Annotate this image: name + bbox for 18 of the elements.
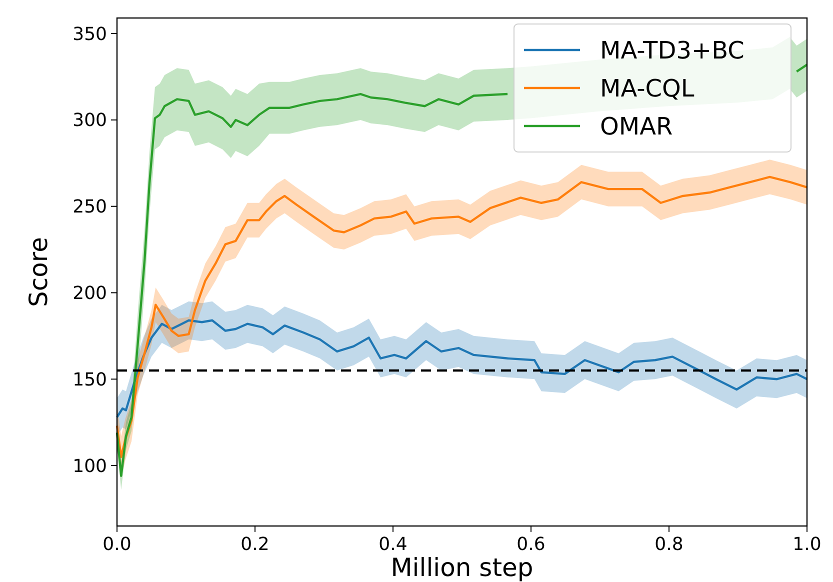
x-tick-label: 0.6	[516, 534, 546, 555]
y-tick-label: 250	[72, 196, 107, 218]
x-tick-label: 0.8	[654, 534, 684, 555]
y-axis-title: Score	[24, 236, 53, 308]
y-tick-label: 100	[72, 456, 107, 477]
y-tick-label: 200	[72, 283, 107, 304]
y-tick-label: 300	[72, 110, 107, 132]
x-tick-label: 0.0	[102, 534, 132, 555]
legend-label: OMAR	[600, 112, 673, 140]
legend-label: MA-TD3+BC	[600, 36, 744, 64]
y-tick-label: 150	[72, 369, 107, 390]
x-tick-label: 0.4	[378, 534, 408, 555]
x-tick-label: 0.2	[240, 534, 270, 555]
legend-label: MA-CQL	[600, 74, 695, 102]
y-tick-label: 350	[72, 24, 107, 45]
x-axis-title: Million step	[390, 553, 534, 582]
line-series	[116, 319, 808, 418]
x-tick-label: 1.0	[792, 534, 822, 555]
